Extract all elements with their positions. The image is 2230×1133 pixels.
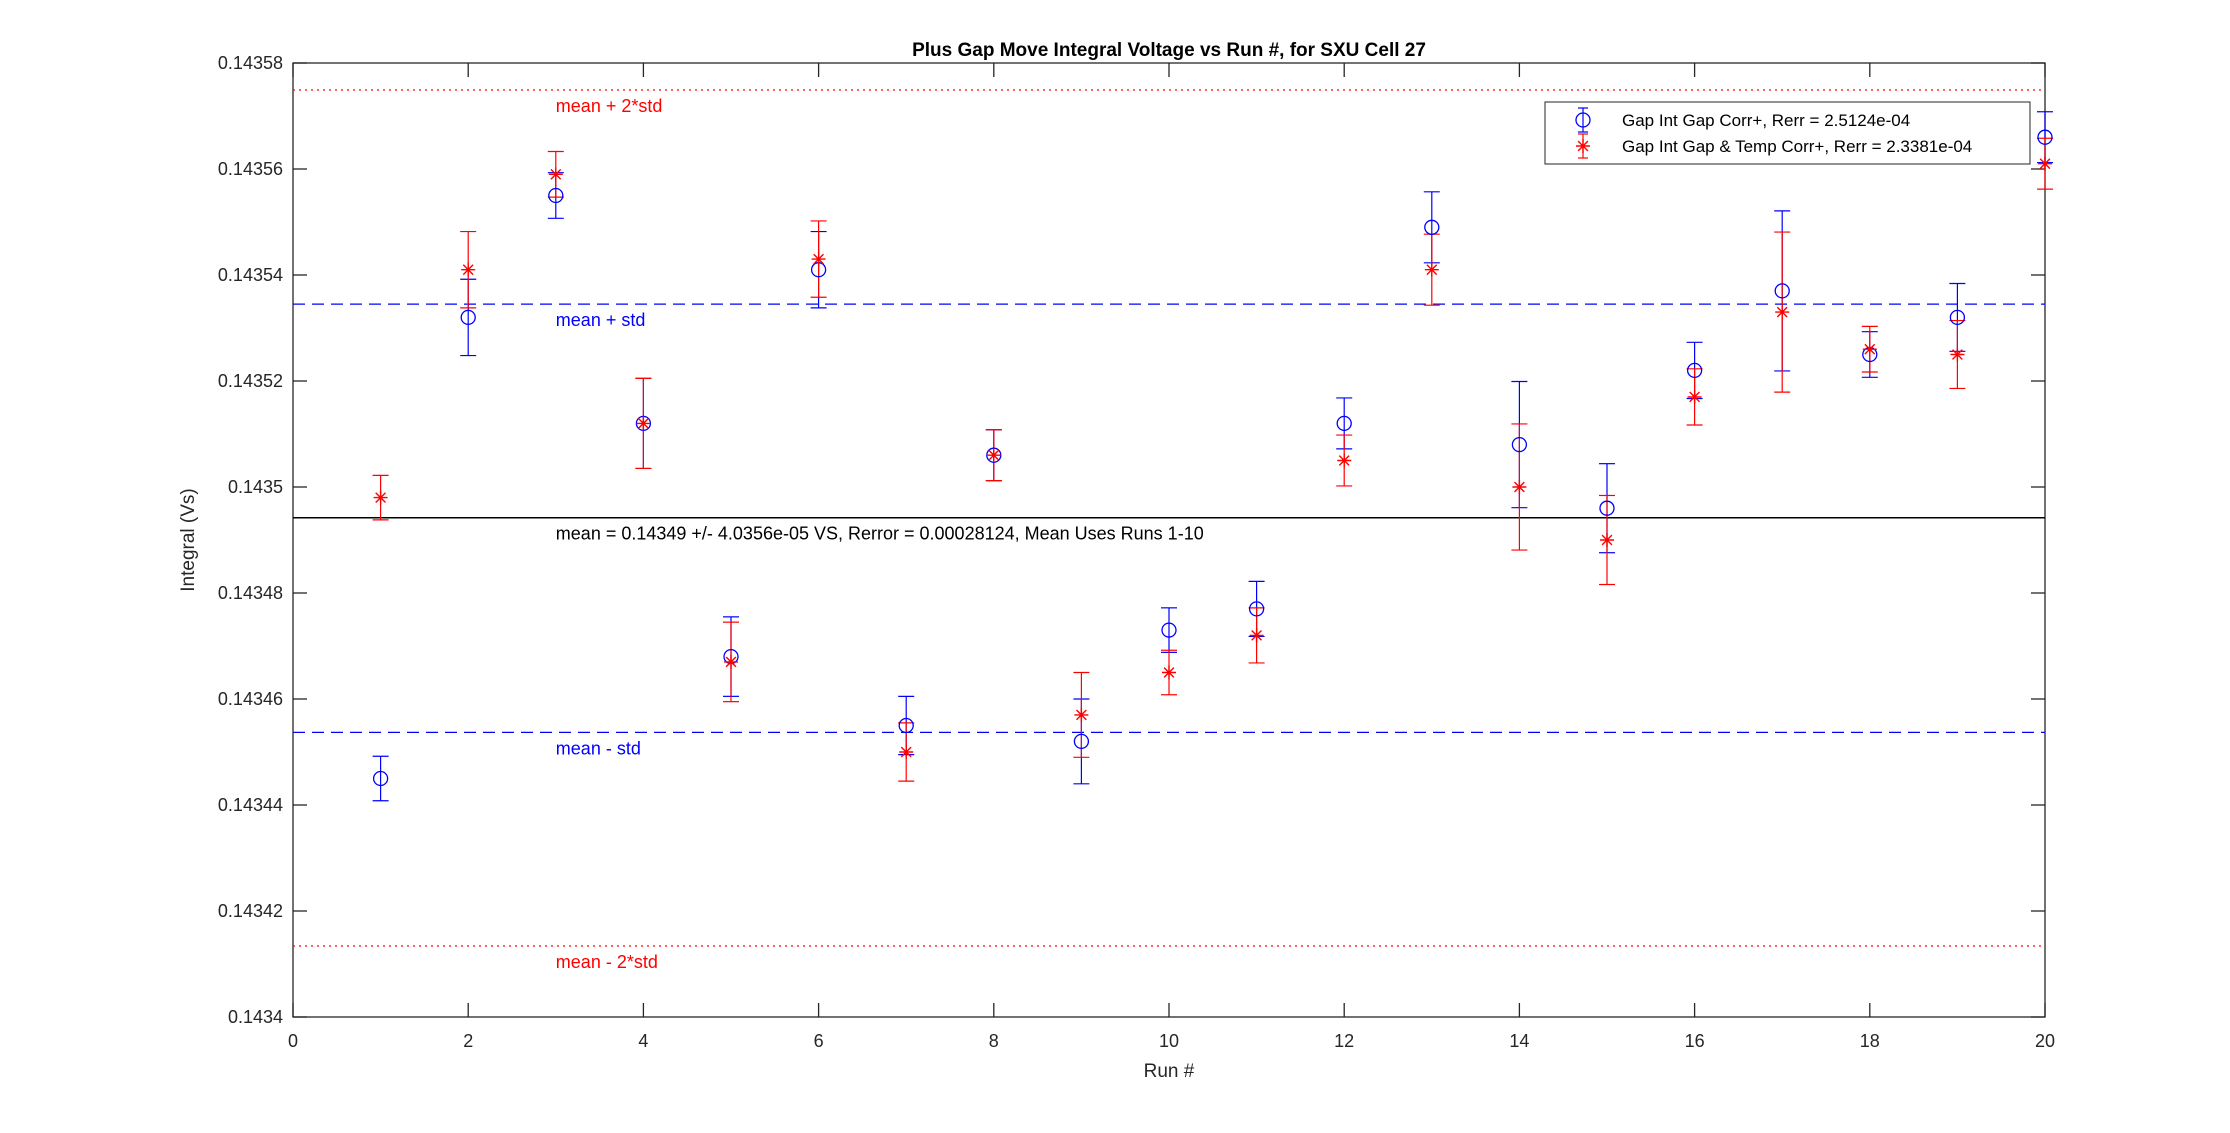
x-tick-label: 6	[814, 1031, 824, 1051]
data-point-star	[1162, 665, 1176, 680]
data-point-circle	[1424, 219, 1440, 235]
reference-line-label: mean + 2*std	[556, 96, 663, 116]
data-point-star	[899, 745, 914, 759]
data-point-circle	[460, 309, 476, 326]
data-point-circle	[1949, 309, 1966, 326]
plot-area: 0 2 4 6 8 10 12 14 16 18 20 0.1434 0.14342 0.14344 0.1…	[218, 53, 2055, 1051]
data-point-star	[1512, 480, 1527, 494]
y-tick-label: 0.14342	[218, 901, 283, 921]
x-tick-label: 4	[638, 1031, 648, 1051]
y-tick-label: 0.1435	[228, 477, 283, 497]
legend-label: Gap Int Gap Corr+, Rerr = 2.5124e-04	[1622, 111, 1910, 130]
legend-box	[1544, 101, 2031, 165]
legend-label: Gap Int Gap & Temp Corr+, Rerr = 2.3381e…	[1622, 137, 1972, 156]
data-point-circle	[1073, 733, 1090, 750]
y-tick-label: 0.14356	[218, 159, 283, 179]
y-tick-label: 0.14358	[218, 53, 283, 73]
x-tick-label: 18	[1860, 1031, 1880, 1051]
x-tick-label: 12	[1334, 1031, 1354, 1051]
data-point-circle	[372, 770, 389, 787]
data-point-circle	[2037, 129, 2053, 145]
reference-line-label: mean = 0.14349 +/- 4.0356e-05 VS, Rerror…	[556, 524, 1204, 544]
data-point-star	[373, 490, 388, 505]
legend-marker-circle	[1575, 112, 1591, 128]
data-point-circle	[1599, 500, 1615, 516]
chart-title: Plus Gap Move Integral Voltage vs Run #,…	[912, 40, 1426, 61]
data-point-circle	[1161, 622, 1177, 638]
data-point-star	[1775, 305, 1790, 320]
data-point-star	[986, 448, 1001, 463]
data-point-circle	[898, 717, 914, 734]
y-axis-label: Integral (Vs)	[178, 488, 199, 591]
data-point-circle	[1248, 601, 1265, 617]
data-point-circle	[1686, 362, 1703, 379]
data-point-star	[1600, 533, 1614, 547]
reference-line-label: mean - std	[556, 738, 641, 758]
reference-line-label: mean - 2*std	[556, 952, 658, 972]
x-tick-label: 14	[1509, 1031, 1529, 1051]
data-point-circle	[548, 187, 564, 204]
data-point-star	[1249, 628, 1264, 643]
y-tick-label: 0.14348	[218, 583, 283, 603]
data-point-star	[811, 252, 826, 267]
x-tick-label: 8	[989, 1031, 999, 1051]
data-point-star	[1074, 707, 1089, 722]
y-tick-label: 0.14344	[218, 795, 283, 815]
x-axis-label: Run #	[1144, 1061, 1195, 1082]
x-tick-label: 20	[2035, 1031, 2055, 1051]
data-point-star	[2038, 156, 2052, 171]
data-point-star	[1950, 347, 1965, 362]
reference-line-label: mean + std	[556, 310, 646, 330]
y-tick-label: 0.14352	[218, 371, 283, 391]
data-point-star	[1862, 342, 1877, 357]
data-point-star	[548, 167, 563, 182]
legend: Gap Int Gap Corr+, Rerr = 2.5124e-04 Gap …	[1544, 101, 2031, 165]
x-tick-label: 2	[463, 1031, 473, 1051]
data-point-star	[724, 654, 738, 669]
data-point-star	[1687, 389, 1702, 404]
data-point-circle	[1511, 436, 1528, 453]
x-tick-label: 16	[1685, 1031, 1705, 1051]
x-tick-label: 10	[1159, 1031, 1179, 1051]
data-point-circle	[1336, 415, 1352, 432]
data-point-star	[1424, 262, 1439, 277]
data-point-star	[636, 416, 651, 431]
data-point-star	[461, 262, 476, 277]
data-point-star	[1576, 139, 1590, 153]
data-point-circle	[1774, 283, 1790, 299]
data-point-star	[1337, 453, 1352, 468]
y-tick-label: 0.14346	[218, 689, 283, 709]
x-tick-label: 0	[288, 1031, 298, 1051]
y-tick-label: 0.1434	[228, 1007, 283, 1027]
y-tick-label: 0.14354	[218, 265, 283, 285]
